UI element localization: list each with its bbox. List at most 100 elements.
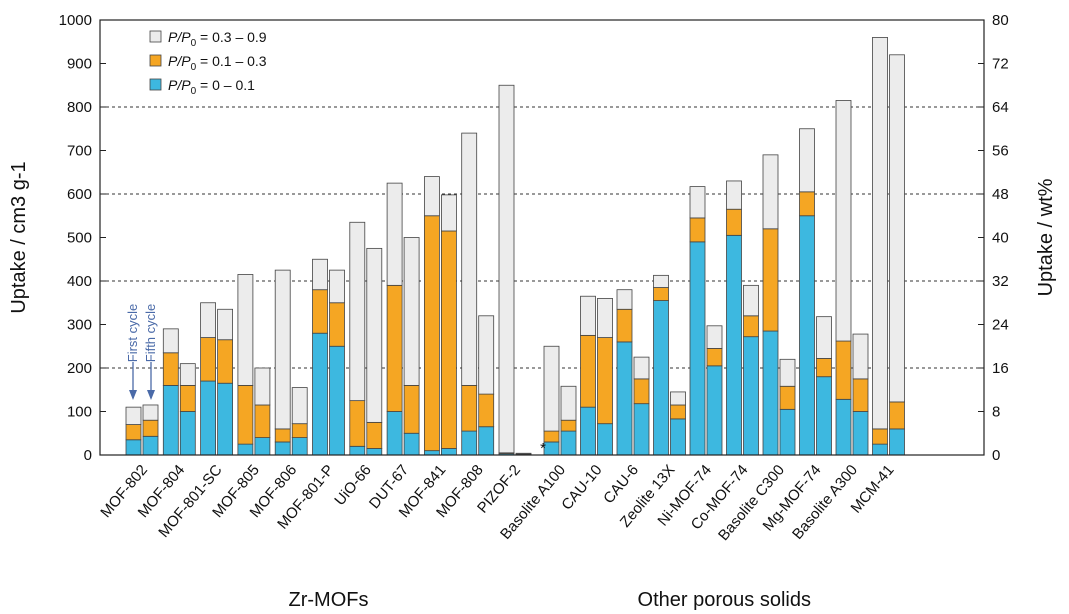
bar-segment xyxy=(580,334,596,408)
bar-segment xyxy=(543,430,560,443)
bar-segment xyxy=(560,430,577,456)
bar-segment xyxy=(386,284,403,412)
bar-segment xyxy=(237,384,254,445)
category-label: CAU-10 xyxy=(558,462,605,514)
bar-segment xyxy=(762,228,779,332)
bar-segment xyxy=(872,443,888,456)
bar-segment xyxy=(386,411,403,456)
bar-segment xyxy=(543,441,560,456)
bar-segment xyxy=(179,363,196,386)
bar-segment xyxy=(597,423,613,456)
bar-segment xyxy=(423,450,440,456)
y-tick-label: 800 xyxy=(67,99,92,116)
y-right-tick-label: 72 xyxy=(992,56,1009,73)
bar-segment xyxy=(743,336,759,456)
bar-segment xyxy=(670,404,686,420)
bar-segment xyxy=(779,408,796,456)
y-right-tick-label: 24 xyxy=(992,317,1009,334)
bar-segment xyxy=(799,215,815,456)
y-tick-label: 900 xyxy=(67,56,92,73)
bar-segment xyxy=(461,384,478,432)
bar-segment xyxy=(779,385,796,410)
bar-segment xyxy=(291,437,308,456)
bar-segment xyxy=(461,430,478,456)
y-axis-title: Uptake / cm3 g-1 xyxy=(8,161,30,313)
bar-segment xyxy=(440,448,457,456)
bar-segment xyxy=(217,339,234,384)
bar-segment xyxy=(349,400,366,447)
bar-segment xyxy=(274,441,291,456)
bar-segment xyxy=(726,208,742,236)
bar-segment xyxy=(560,385,577,421)
bar-segment xyxy=(478,426,495,456)
bar-segment xyxy=(633,378,650,405)
bar-segment xyxy=(179,384,196,412)
bar-segment xyxy=(816,316,832,359)
bar-segment xyxy=(670,391,686,406)
bar-segment xyxy=(200,337,217,382)
y-tick-label: 500 xyxy=(67,230,92,247)
bar-segment xyxy=(237,274,254,386)
bar-segment xyxy=(872,428,888,445)
legend-label: P/P0 = 0.3 – 0.9 xyxy=(168,29,267,49)
y-right-tick-label: 80 xyxy=(992,12,1009,29)
bar-segment xyxy=(580,295,596,336)
bar-segment xyxy=(498,84,515,454)
y-tick-label: 300 xyxy=(67,317,92,334)
bar-segment xyxy=(653,300,669,456)
bars-layer xyxy=(125,37,905,456)
bar-segment xyxy=(254,367,271,406)
bar-segment xyxy=(142,435,159,456)
bar-segment xyxy=(423,176,440,217)
bar-segment xyxy=(835,100,852,342)
bar-segment xyxy=(762,330,779,456)
bar-segment xyxy=(515,452,532,455)
bar-segment xyxy=(689,241,706,456)
legend-swatch xyxy=(149,78,162,91)
bar-segment xyxy=(200,302,217,338)
bar-segment xyxy=(366,421,383,449)
y-right-tick-label: 16 xyxy=(992,360,1009,377)
bar-segment xyxy=(653,287,669,301)
legend-swatch xyxy=(149,30,162,43)
bar-segment xyxy=(835,398,852,456)
bar-segment xyxy=(366,448,383,456)
bar-segment xyxy=(779,358,796,387)
bar-segment xyxy=(440,230,457,449)
bar-segment xyxy=(706,325,723,349)
bar-segment xyxy=(852,411,869,456)
bar-segment xyxy=(852,378,869,412)
y-right-tick-label: 40 xyxy=(992,230,1009,247)
y-tick-label: 100 xyxy=(67,404,92,421)
bar-segment xyxy=(653,274,669,288)
fifth-cycle-label: Fifth cycle xyxy=(143,304,158,363)
y-right-tick-label: 64 xyxy=(992,99,1009,116)
bar-segment xyxy=(670,418,686,456)
bar-segment xyxy=(386,182,403,286)
legend-swatch xyxy=(149,54,162,67)
bar-segment xyxy=(423,215,440,452)
bar-segment xyxy=(349,221,366,402)
bar-segment xyxy=(162,384,179,456)
bar-segment xyxy=(274,428,291,443)
bar-segment xyxy=(478,393,495,428)
bar-segment xyxy=(560,419,577,432)
bar-segment xyxy=(689,217,706,243)
bar-segment xyxy=(543,345,560,432)
bar-segment xyxy=(852,333,869,380)
bar-segment xyxy=(329,302,345,347)
bar-segment xyxy=(835,340,852,400)
bar-segment xyxy=(179,411,196,456)
bar-segment xyxy=(403,384,420,434)
legend: P/P0 = 0.3 – 0.9 P/P0 = 0.1 – 0.3 P/P0 = 0… xyxy=(149,29,267,97)
annotations: First cycle Fifth cycle * xyxy=(125,304,546,457)
y-right-tick-label: 56 xyxy=(992,143,1009,160)
bar-segment xyxy=(762,154,779,230)
y-tick-label: 1000 xyxy=(59,12,92,29)
group-label: Other porous solids xyxy=(638,589,811,611)
bar-segment xyxy=(616,308,633,343)
bar-segment xyxy=(162,328,179,354)
y-right-tick-label: 8 xyxy=(992,404,1000,421)
legend-label: P/P0 = 0 – 0.1 xyxy=(168,77,255,97)
y-right-tick-label: 32 xyxy=(992,273,1009,290)
